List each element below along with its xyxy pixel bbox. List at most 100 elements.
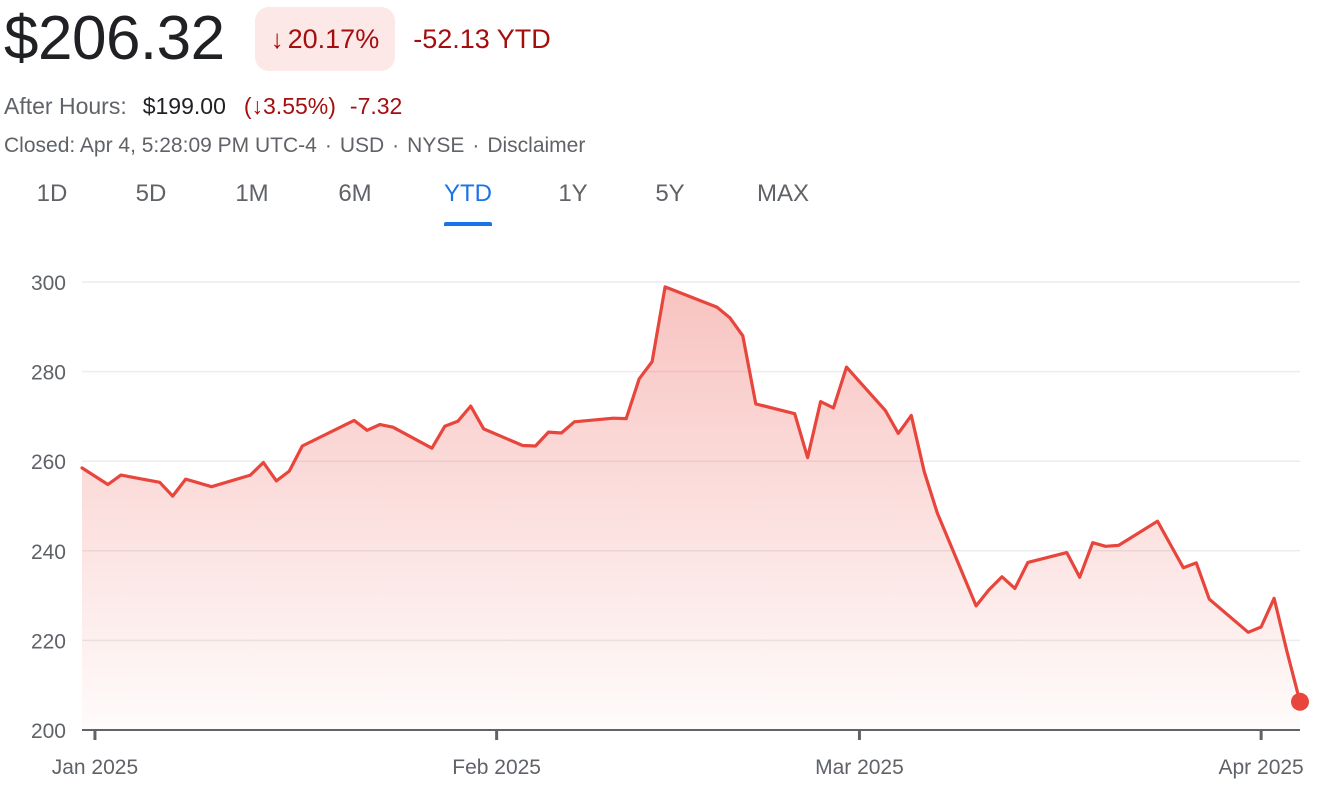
data-point[interactable] (973, 603, 979, 609)
tab-ytd[interactable]: YTD (444, 180, 492, 226)
data-point[interactable] (209, 484, 215, 490)
data-point[interactable] (1025, 559, 1031, 565)
data-point[interactable] (442, 423, 448, 429)
last-price-dot[interactable] (1291, 692, 1309, 711)
data-point[interactable] (753, 401, 759, 407)
data-point[interactable] (1206, 596, 1212, 602)
data-point[interactable] (818, 399, 824, 405)
tab-1d[interactable]: 1D (36, 180, 68, 207)
y-tick-label: 280 (31, 362, 66, 385)
data-point[interactable] (1064, 550, 1070, 556)
currency: USD (339, 134, 385, 157)
data-point[interactable] (623, 416, 629, 422)
data-point[interactable] (105, 482, 111, 488)
data-point[interactable] (1090, 540, 1096, 546)
data-point[interactable] (1077, 574, 1083, 580)
data-point[interactable] (740, 333, 746, 339)
data-point[interactable] (1180, 565, 1186, 571)
meta-separator: · (324, 134, 332, 157)
data-point[interactable] (662, 284, 668, 290)
data-point[interactable] (1103, 543, 1109, 549)
data-point[interactable] (1245, 629, 1251, 635)
data-point[interactable] (183, 476, 189, 482)
data-point[interactable] (429, 445, 435, 451)
y-tick-label: 240 (31, 541, 66, 564)
data-point[interactable] (170, 493, 176, 499)
data-point[interactable] (1012, 585, 1018, 591)
data-point[interactable] (351, 417, 357, 423)
data-point[interactable] (157, 479, 163, 485)
tab-6m[interactable]: 6M (338, 180, 372, 207)
tab-max[interactable]: MAX (756, 180, 810, 207)
after-hours-change: -7.32 (349, 92, 403, 119)
data-point[interactable] (714, 304, 720, 310)
data-point[interactable] (1258, 624, 1264, 630)
meta-separator: · (472, 134, 480, 157)
arrow-down-icon: ↓ (270, 23, 284, 54)
data-point[interactable] (571, 419, 577, 425)
current-price: $206.32 (4, 4, 225, 73)
data-point[interactable] (1167, 542, 1173, 548)
data-point[interactable] (727, 315, 733, 321)
tab-1m[interactable]: 1M (235, 180, 269, 207)
data-point[interactable] (558, 430, 564, 436)
x-tick-label: Feb 2025 (452, 756, 541, 779)
disclaimer-link[interactable]: Disclaimer (487, 134, 586, 157)
y-tick-label: 260 (31, 451, 66, 474)
data-point[interactable] (520, 443, 526, 449)
data-point[interactable] (1193, 560, 1199, 566)
data-point[interactable] (908, 413, 914, 419)
data-point[interactable] (533, 443, 539, 449)
data-point[interactable] (247, 472, 253, 478)
data-point[interactable] (831, 405, 837, 411)
data-point[interactable] (390, 424, 396, 430)
data-point[interactable] (286, 468, 292, 474)
data-point[interactable] (79, 465, 85, 471)
market-meta: Closed: Apr 4, 5:28:09 PM UTC-4 · USD · … (4, 132, 585, 160)
data-point[interactable] (364, 427, 370, 433)
data-point[interactable] (1271, 595, 1277, 601)
meta-separator: · (392, 134, 400, 157)
data-point[interactable] (636, 376, 642, 382)
data-point[interactable] (844, 364, 850, 370)
closed-time: Closed: Apr 4, 5:28:09 PM UTC-4 (4, 134, 317, 157)
after-hours-row: After Hours: $199.00 (↓3.55%) -7.32 (4, 88, 402, 124)
data-point[interactable] (921, 469, 927, 475)
tab-5y[interactable]: 5Y (655, 180, 685, 207)
price-area (82, 286, 1300, 730)
x-tick-label: Apr 2025 (1219, 756, 1304, 779)
data-point[interactable] (299, 443, 305, 449)
data-point[interactable] (999, 574, 1005, 580)
data-point[interactable] (934, 510, 940, 516)
data-point[interactable] (468, 403, 474, 409)
price-header: $206.32 ↓ 20.17% -52.13 YTD (4, 4, 551, 74)
data-point[interactable] (805, 455, 811, 461)
after-hours-price: $199.00 (142, 92, 226, 119)
data-point[interactable] (1155, 518, 1161, 524)
data-point[interactable] (118, 472, 124, 478)
data-point[interactable] (792, 411, 798, 417)
data-point[interactable] (455, 418, 461, 424)
ytd-change: -52.13 YTD (413, 23, 551, 54)
data-point[interactable] (986, 587, 992, 593)
data-point[interactable] (895, 430, 901, 436)
y-tick-label: 300 (31, 272, 66, 295)
after-hours-percent: (↓3.55%) (243, 92, 336, 119)
data-point[interactable] (481, 426, 487, 432)
change-percent: 20.17% (287, 23, 380, 54)
data-point[interactable] (649, 359, 655, 365)
tab-1y[interactable]: 1Y (558, 180, 588, 207)
tab-5d[interactable]: 5D (135, 180, 167, 207)
data-point[interactable] (377, 422, 383, 428)
after-hours-label: After Hours: (4, 92, 127, 119)
data-point[interactable] (1116, 542, 1122, 548)
data-point[interactable] (546, 429, 552, 435)
data-point[interactable] (273, 478, 279, 484)
data-point[interactable] (1284, 649, 1290, 655)
data-point[interactable] (882, 408, 888, 414)
change-percent-badge: ↓ 20.17% (254, 7, 396, 71)
data-point[interactable] (610, 415, 616, 421)
data-point[interactable] (260, 460, 266, 466)
x-tick-label: Jan 2025 (52, 756, 138, 779)
